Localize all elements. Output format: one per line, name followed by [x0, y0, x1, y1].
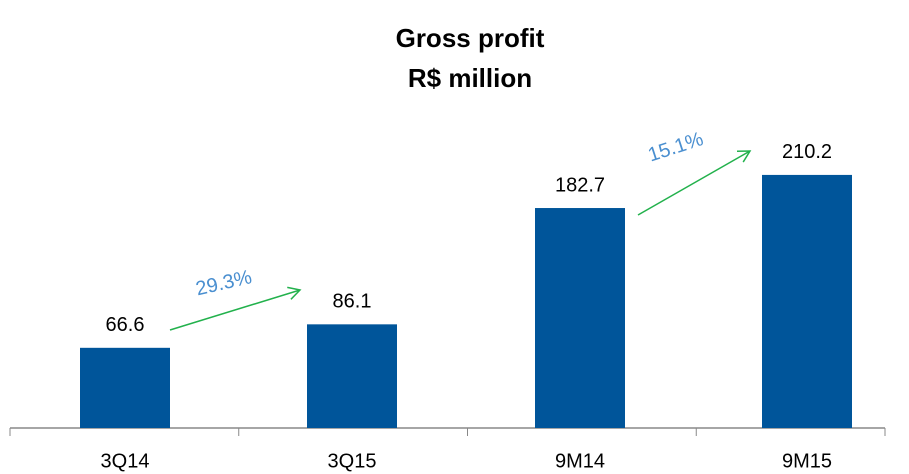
value-label: 210.2	[782, 141, 832, 163]
arrow-head	[287, 286, 302, 300]
x-tick-label: 3Q14	[101, 450, 150, 472]
arrow-head	[736, 150, 752, 163]
x-tick-label: 9M15	[782, 450, 832, 472]
value-label: 66.6	[106, 314, 145, 336]
x-tick-label: 9M14	[555, 450, 605, 472]
bar	[307, 324, 397, 428]
annotation-arrow	[169, 289, 301, 331]
annotation: 29.3%	[194, 266, 254, 300]
chart-subtitle: R$ million	[408, 63, 532, 93]
value-label: 86.1	[333, 291, 372, 313]
bar	[535, 208, 625, 428]
x-tick-label: 3Q15	[328, 450, 377, 472]
bar	[762, 174, 852, 428]
chart-title: Gross profit	[396, 23, 545, 53]
bar	[80, 347, 170, 428]
annotation: 15.1%	[645, 128, 706, 167]
annotation-arrow	[637, 150, 751, 216]
value-label: 182.7	[555, 174, 605, 196]
